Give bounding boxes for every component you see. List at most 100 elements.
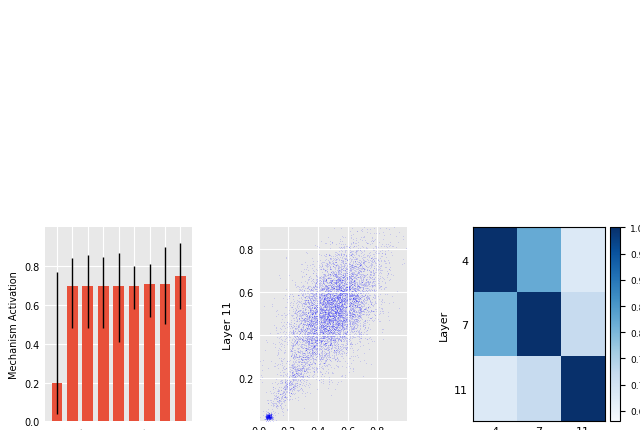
Point — [319, 341, 330, 348]
Point — [321, 349, 331, 356]
Point — [314, 353, 324, 360]
Point — [317, 295, 327, 302]
Point — [355, 274, 365, 281]
Point — [319, 298, 330, 305]
Point — [355, 258, 365, 265]
Point — [328, 313, 339, 319]
Point — [335, 305, 345, 312]
Point — [348, 313, 358, 320]
Point — [325, 313, 335, 320]
Point — [305, 323, 316, 330]
Point — [285, 353, 296, 360]
Point — [322, 315, 332, 322]
Point — [336, 289, 346, 295]
Point — [324, 323, 334, 330]
Point — [289, 387, 299, 394]
Point — [321, 330, 332, 337]
Point — [282, 384, 292, 390]
Point — [316, 358, 326, 365]
Point — [344, 284, 354, 291]
Point — [361, 277, 371, 284]
Point — [340, 333, 350, 340]
Point — [291, 321, 301, 328]
Point — [381, 274, 392, 281]
Point — [349, 292, 360, 299]
Point — [309, 369, 319, 376]
Point — [319, 337, 330, 344]
Point — [365, 334, 375, 341]
Point — [344, 277, 354, 284]
Point — [266, 415, 276, 421]
Y-axis label: Layer 11: Layer 11 — [223, 300, 233, 349]
Point — [314, 290, 324, 297]
Point — [326, 335, 337, 342]
Point — [383, 271, 393, 278]
Point — [280, 366, 290, 373]
Point — [330, 314, 340, 321]
Point — [312, 313, 322, 319]
Point — [317, 352, 328, 359]
Point — [335, 319, 346, 326]
Point — [307, 347, 317, 354]
Point — [317, 310, 328, 317]
Point — [353, 317, 364, 324]
Point — [308, 343, 319, 350]
Point — [322, 291, 332, 298]
Point — [323, 294, 333, 301]
Point — [321, 251, 331, 258]
Point — [333, 336, 344, 343]
Point — [364, 308, 374, 315]
Point — [307, 326, 317, 332]
Point — [344, 283, 354, 290]
Point — [304, 341, 314, 348]
Point — [321, 283, 332, 290]
Point — [355, 247, 365, 254]
Point — [351, 292, 362, 299]
Point — [371, 274, 381, 281]
Point — [316, 291, 326, 298]
Point — [317, 335, 328, 341]
Point — [288, 293, 298, 300]
Point — [306, 352, 316, 359]
Point — [323, 320, 333, 327]
Point — [262, 412, 273, 419]
Point — [335, 299, 345, 306]
Point — [320, 351, 330, 358]
Point — [317, 330, 328, 337]
Point — [324, 287, 334, 294]
Point — [268, 400, 278, 407]
Point — [312, 337, 322, 344]
Point — [310, 338, 320, 345]
Point — [324, 285, 334, 292]
Point — [358, 222, 368, 229]
Point — [316, 313, 326, 320]
Point — [327, 352, 337, 359]
Point — [364, 309, 374, 316]
Point — [326, 299, 337, 306]
Point — [263, 414, 273, 421]
Point — [262, 415, 273, 421]
Point — [303, 321, 314, 328]
Point — [296, 361, 306, 368]
Point — [324, 313, 334, 320]
Point — [319, 325, 330, 332]
Point — [356, 298, 366, 304]
Point — [312, 316, 322, 323]
Point — [294, 372, 304, 378]
Point — [294, 344, 304, 351]
Point — [285, 321, 295, 328]
Point — [316, 327, 326, 334]
Point — [264, 414, 274, 421]
Point — [287, 374, 297, 381]
Point — [304, 319, 314, 326]
Point — [319, 321, 329, 328]
Point — [310, 330, 320, 337]
Point — [342, 268, 353, 275]
Point — [324, 335, 334, 341]
Point — [336, 264, 346, 271]
Point — [346, 310, 356, 317]
Point — [298, 309, 308, 316]
Point — [271, 402, 282, 409]
Point — [307, 319, 317, 326]
Point — [299, 350, 309, 357]
